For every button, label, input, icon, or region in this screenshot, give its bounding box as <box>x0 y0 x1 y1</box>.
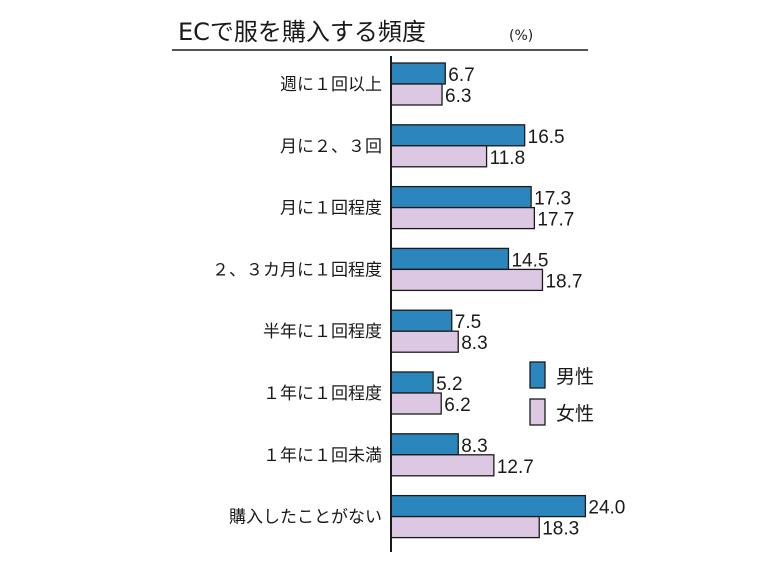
category-label: ２、３カ月に１回程度 <box>212 260 382 280</box>
male-value-label: 6.7 <box>448 65 474 86</box>
male-bar <box>390 62 446 85</box>
female-bar <box>390 454 495 477</box>
female-bar <box>390 83 443 106</box>
category-label: １年に１回程度 <box>263 384 382 404</box>
female-value-label: 8.3 <box>461 333 487 354</box>
female-legend-swatch <box>529 398 546 426</box>
male-value-label: 7.5 <box>455 312 481 333</box>
male-value-label: 5.2 <box>436 374 462 395</box>
chart-title-text: ECで服を購入する頻度 <box>178 18 426 46</box>
category-label: 半年に１回程度 <box>263 322 382 342</box>
bars <box>390 62 587 539</box>
male-legend-swatch <box>529 361 546 389</box>
male-legend-label: 男性 <box>556 366 594 388</box>
male-value-label: 8.3 <box>461 436 487 457</box>
female-value-label: 17.7 <box>537 210 574 231</box>
female-legend-label: 女性 <box>556 403 594 425</box>
female-bar <box>390 268 544 292</box>
female-bar <box>390 392 442 415</box>
male-value-label: 17.3 <box>534 189 571 210</box>
category-label: １年に１回未満 <box>263 446 382 466</box>
male-bar <box>390 247 510 271</box>
female-bar <box>390 515 540 539</box>
male-bar <box>390 433 459 456</box>
male-value-label: 16.5 <box>528 127 565 148</box>
category-label: 購入したことがない <box>229 508 382 528</box>
category-label: 週に１回以上 <box>280 75 382 95</box>
male-bar <box>390 371 434 394</box>
male-bar <box>390 309 453 332</box>
male-bar <box>390 494 587 518</box>
female-value-label: 6.3 <box>445 86 471 107</box>
category-label: 月に２、３回 <box>280 137 382 157</box>
female-value-label: 6.2 <box>444 395 470 416</box>
chart-unit-text: (%) <box>509 28 533 44</box>
category-label: 月に１回程度 <box>280 199 382 219</box>
female-value-label: 12.7 <box>497 457 534 478</box>
female-bar <box>390 330 459 353</box>
female-value-label: 11.8 <box>490 148 526 169</box>
female-bar <box>390 145 488 168</box>
male-bar <box>390 124 526 147</box>
value-labels: 6.76.316.511.817.317.714.518.77.58.35.26… <box>436 65 625 540</box>
female-value-label: 18.7 <box>545 271 582 292</box>
male-value-label: 14.5 <box>511 250 548 271</box>
male-bar <box>390 185 532 209</box>
male-value-label: 24.0 <box>588 498 625 519</box>
female-bar <box>390 206 536 230</box>
chart-title: ECで服を購入する頻度 (%) <box>172 18 588 51</box>
female-value-label: 18.3 <box>542 519 579 540</box>
